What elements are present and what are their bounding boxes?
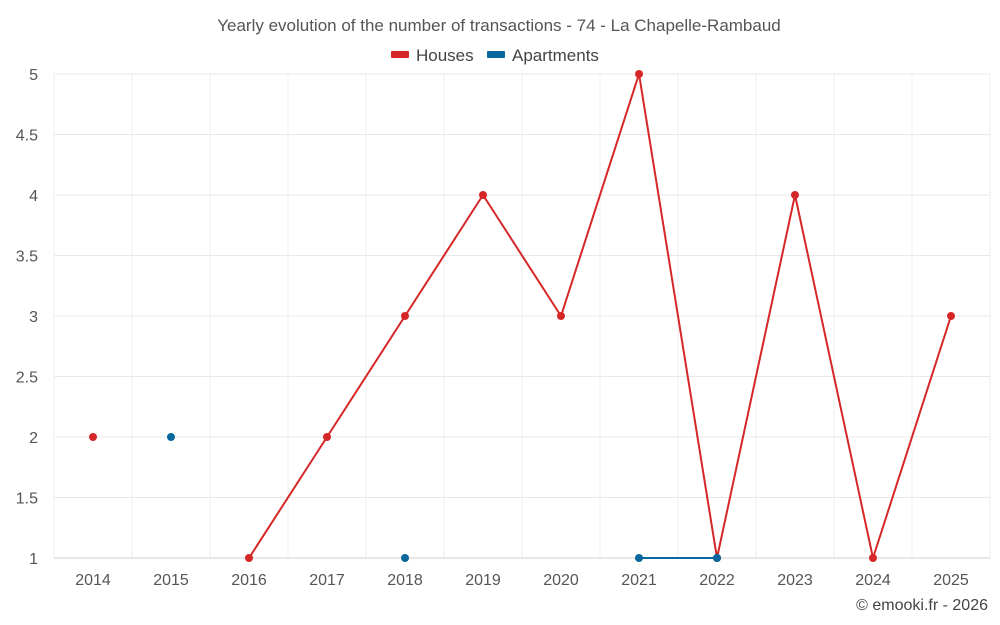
x-tick-label: 2024	[855, 572, 891, 589]
series-apartments	[167, 433, 721, 562]
y-tick-label: 2.5	[16, 370, 38, 387]
data-point-houses-2019[interactable]	[479, 191, 487, 199]
data-point-apartments-2021[interactable]	[635, 554, 643, 562]
legend[interactable]: Houses Apartments	[391, 46, 599, 65]
x-tick-label: 2023	[777, 572, 813, 589]
y-tick-label: 3.5	[16, 249, 38, 266]
legend-swatch-houses	[391, 51, 409, 58]
data-point-apartments-2018[interactable]	[401, 554, 409, 562]
chart-title: Yearly evolution of the number of transa…	[217, 16, 781, 35]
data-point-apartments-2015[interactable]	[167, 433, 175, 441]
data-point-houses-2024[interactable]	[869, 554, 877, 562]
x-tick-label: 2019	[465, 572, 501, 589]
legend-label-houses: Houses	[416, 46, 474, 65]
x-tick-label: 2021	[621, 572, 657, 589]
y-tick-label: 1.5	[16, 491, 38, 508]
x-tick-label: 2022	[699, 572, 735, 589]
y-tick-label: 4	[29, 188, 38, 205]
series-line-houses	[248, 73, 952, 559]
x-tick-label: 2014	[75, 572, 111, 589]
data-point-houses-2017[interactable]	[323, 433, 331, 441]
data-point-apartments-2022[interactable]	[713, 554, 721, 562]
x-tick-label: 2018	[387, 572, 423, 589]
data-point-houses-2018[interactable]	[401, 312, 409, 320]
y-tick-label: 1	[29, 551, 38, 568]
y-tick-label: 3	[29, 309, 38, 326]
credit-text: © emooki.fr - 2026	[856, 597, 988, 614]
x-tick-label: 2017	[309, 572, 345, 589]
x-tick-label: 2016	[231, 572, 267, 589]
data-point-houses-2016[interactable]	[245, 554, 253, 562]
data-point-houses-2014[interactable]	[89, 433, 97, 441]
data-point-houses-2020[interactable]	[557, 312, 565, 320]
data-point-houses-2021[interactable]	[635, 70, 643, 78]
series-houses	[89, 70, 955, 562]
x-tick-label: 2020	[543, 572, 579, 589]
legend-swatch-apartments	[487, 51, 505, 58]
data-point-houses-2023[interactable]	[791, 191, 799, 199]
grid-lines	[53, 73, 991, 559]
y-tick-label: 2	[29, 430, 38, 447]
axes: 1 1.5 2 2.5 3 3.5 4 4.5 5 2014 2015 2016 2017 2018 201…	[16, 67, 990, 589]
x-tick-label: 2015	[153, 572, 189, 589]
data-point-houses-2025[interactable]	[947, 312, 955, 320]
y-tick-label: 5	[29, 67, 38, 84]
legend-item-apartments[interactable]: Apartments	[487, 46, 599, 65]
y-tick-label: 4.5	[16, 128, 38, 145]
series-layer	[89, 70, 955, 562]
legend-item-houses[interactable]: Houses	[391, 46, 474, 65]
x-tick-label: 2025	[933, 572, 969, 589]
legend-label-apartments: Apartments	[512, 46, 599, 65]
